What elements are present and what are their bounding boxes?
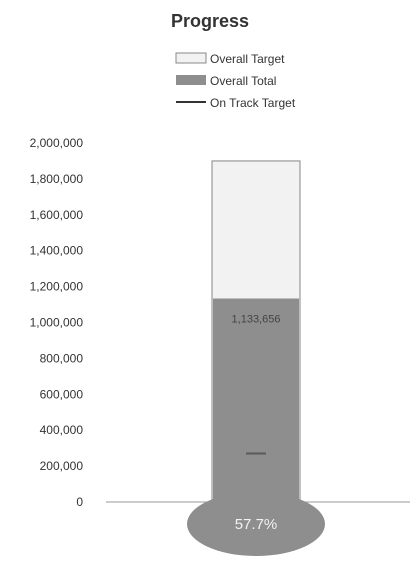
legend-swatch-overall-target — [175, 52, 207, 64]
y-tick-label: 1,600,000 — [30, 208, 84, 222]
legend-swatch-overall-total — [176, 75, 206, 85]
legend-label-on-track-target: On Track Target — [210, 96, 296, 110]
y-tick-label: 600,000 — [40, 387, 84, 401]
y-tick-label: 800,000 — [40, 351, 84, 365]
y-tick-label: 1,000,000 — [30, 316, 84, 330]
chart-title: Progress — [171, 11, 249, 31]
y-tick-label: 0 — [76, 495, 83, 509]
legend: Overall Target Overall Total On Track Ta… — [175, 52, 296, 110]
y-tick-label: 2,000,000 — [30, 136, 84, 150]
y-axis: 0 200,000 400,000 600,000 800,000 1,000,000 1,… — [30, 136, 84, 509]
legend-label-overall-total: Overall Total — [210, 74, 276, 88]
overall-total-data-label: 1,133,656 — [232, 314, 281, 326]
y-tick-label: 200,000 — [40, 459, 84, 473]
y-tick-label: 400,000 — [40, 423, 84, 437]
legend-label-overall-target: Overall Target — [210, 52, 285, 66]
thermometer-bulb — [187, 492, 325, 556]
overall-total-bar — [213, 298, 299, 516]
y-tick-label: 1,400,000 — [30, 244, 84, 258]
y-tick-label: 1,800,000 — [30, 172, 84, 186]
y-tick-label: 1,200,000 — [30, 280, 84, 294]
percent-complete-label: 57.7% — [235, 516, 278, 533]
